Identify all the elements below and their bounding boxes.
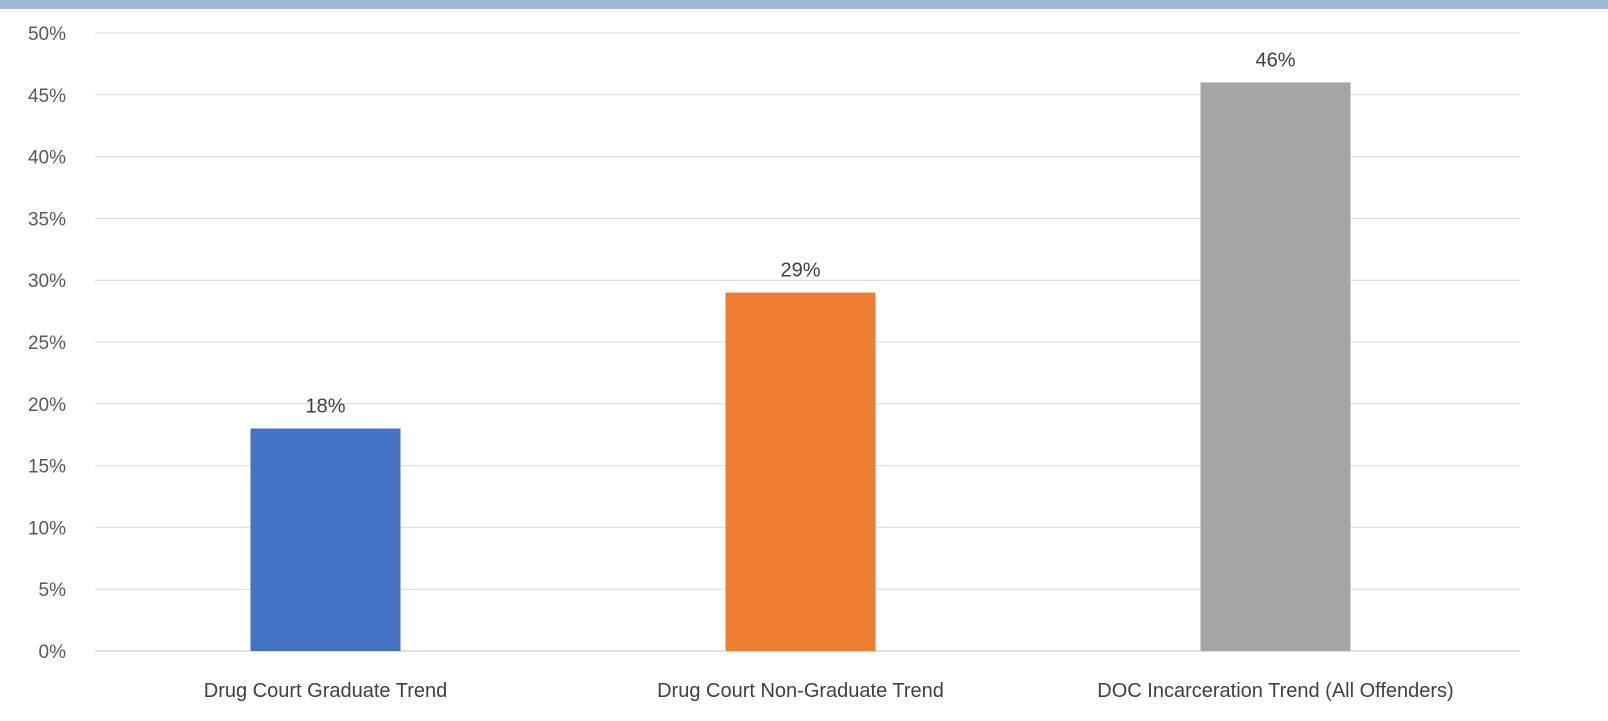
x-category-label: Drug Court Non-Graduate Trend [657, 680, 944, 702]
bars [250, 82, 1351, 651]
data-label: 46% [1255, 49, 1295, 71]
y-tick-label: 30% [28, 271, 66, 292]
y-tick-label: 0% [39, 642, 67, 663]
y-tick-label: 50% [28, 24, 66, 45]
y-tick-label: 5% [39, 580, 67, 601]
x-category-label: DOC Incarceration Trend (All Offenders) [1097, 680, 1453, 702]
y-axis-tick-labels: 0% 5% 10% 15% 20% 25% 30% 35% 40% 45% 50% [28, 24, 66, 663]
y-tick-label: 35% [28, 209, 66, 230]
y-tick-label: 15% [28, 457, 66, 478]
y-tick-label: 40% [28, 148, 66, 169]
bar [1200, 82, 1351, 651]
data-label: 18% [305, 396, 345, 418]
data-labels: 18% 29% 46% [305, 49, 1295, 417]
bar [725, 292, 876, 651]
y-tick-label: 45% [28, 86, 66, 107]
x-axis-category-labels: Drug Court Graduate Trend Drug Court Non-… [204, 680, 1454, 702]
x-category-label: Drug Court Graduate Trend [204, 680, 447, 702]
y-tick-label: 25% [28, 333, 66, 354]
y-tick-label: 10% [28, 518, 66, 539]
y-tick-label: 20% [28, 395, 66, 416]
top-accent-band [0, 0, 1608, 9]
bar [250, 428, 401, 651]
data-label: 29% [780, 260, 820, 282]
